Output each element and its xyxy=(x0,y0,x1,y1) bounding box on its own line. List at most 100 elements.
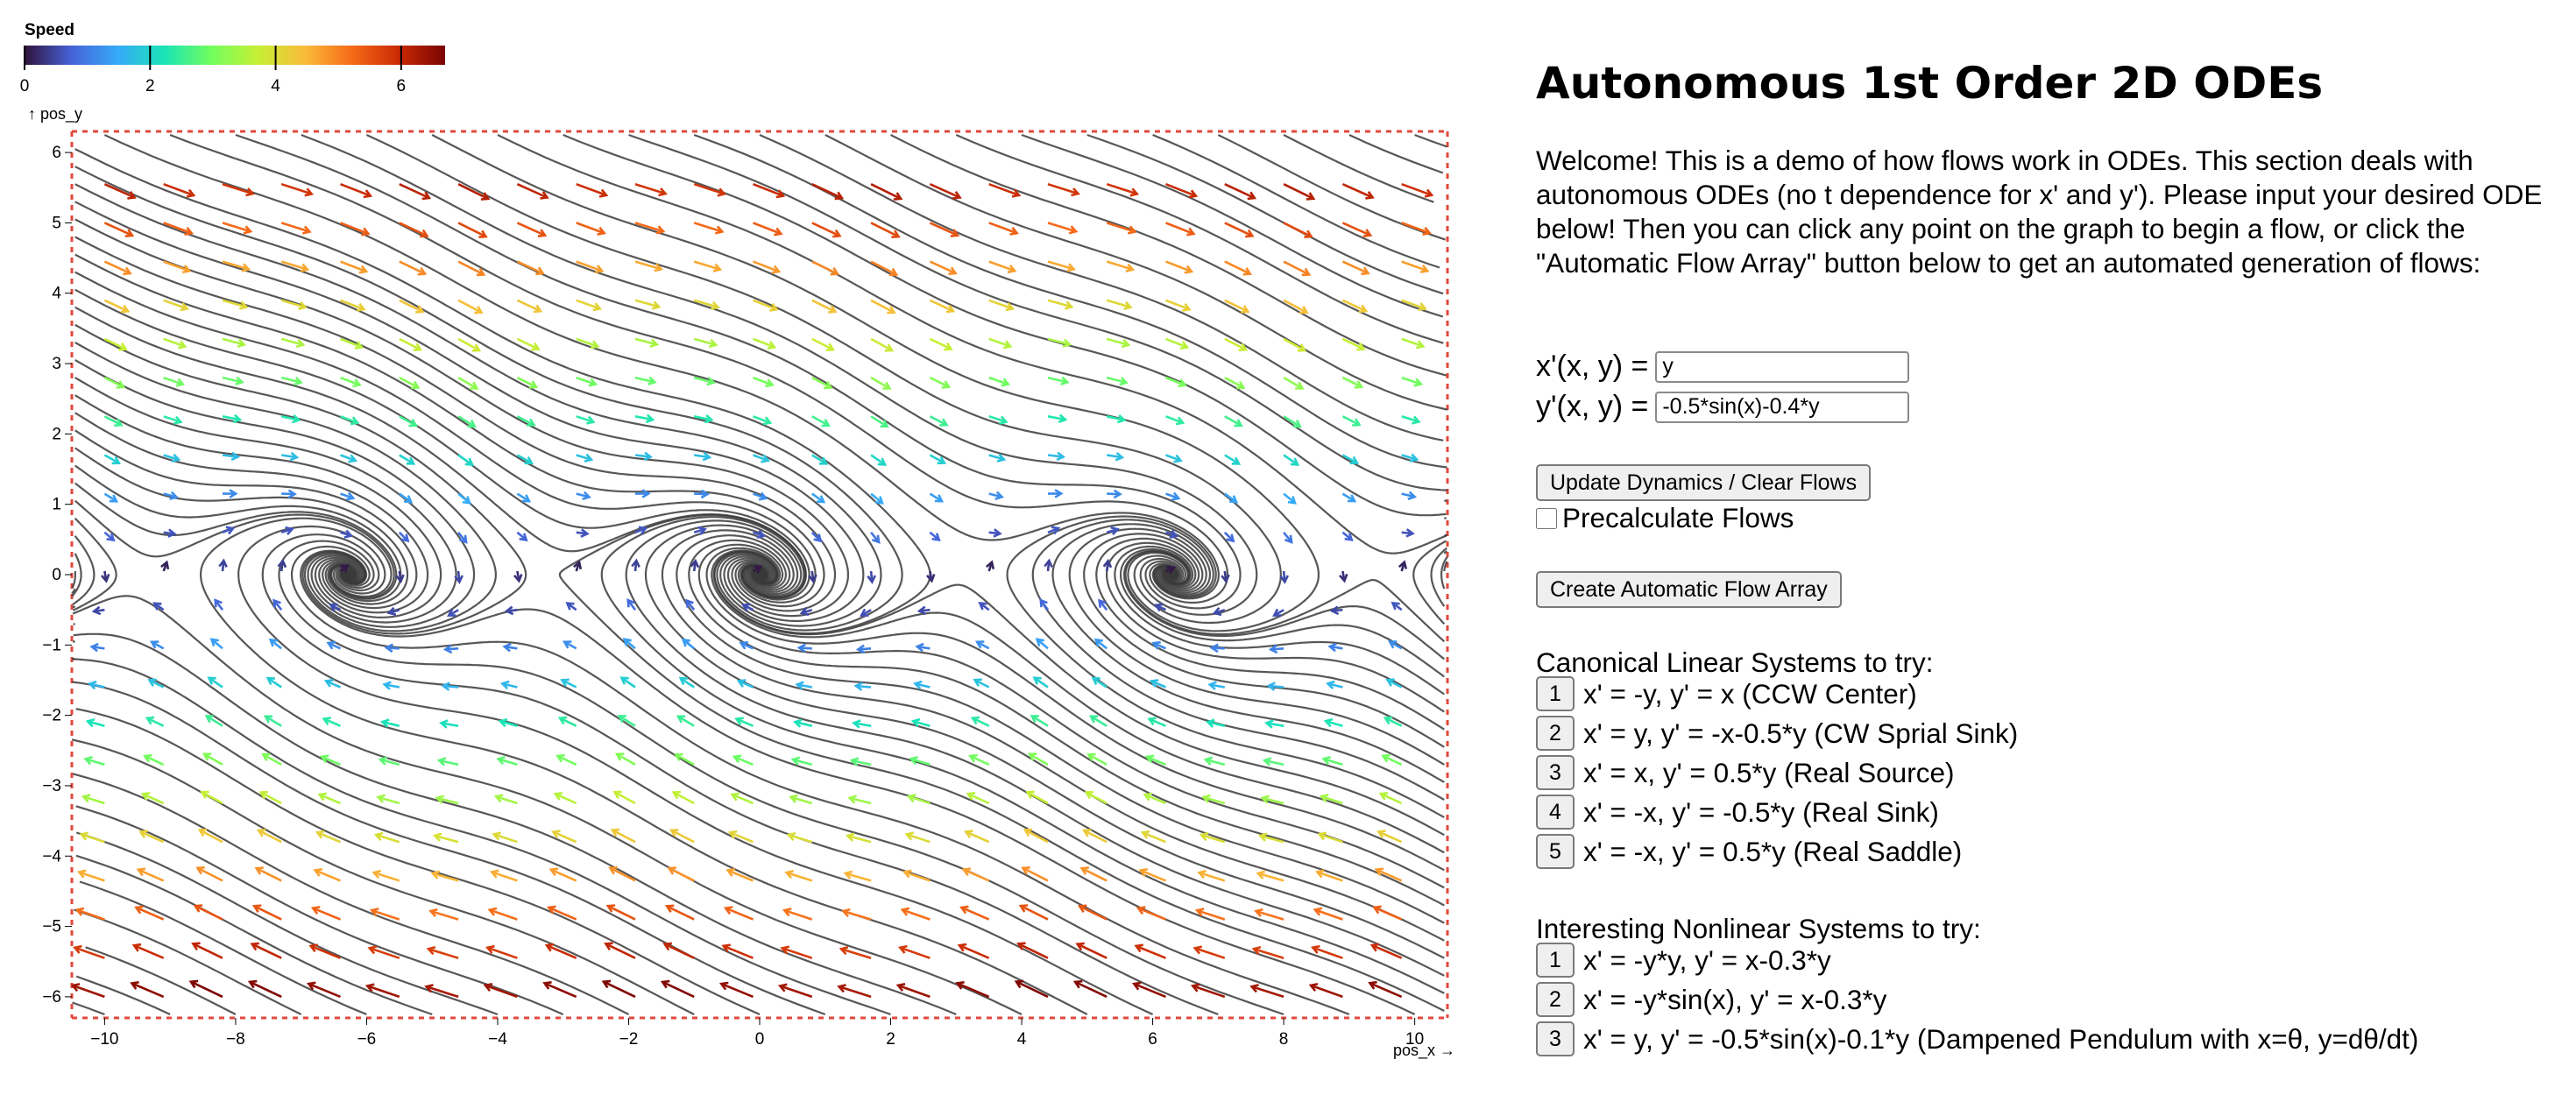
flow-line xyxy=(759,133,1444,441)
velocity-arrow xyxy=(1369,943,1403,959)
linear-system-3-button[interactable]: 3 xyxy=(1536,755,1575,790)
velocity-arrow xyxy=(631,558,640,572)
velocity-arrow xyxy=(1313,907,1343,921)
velocity-arrow xyxy=(378,756,400,766)
x-tick-label: 6 xyxy=(1148,1030,1157,1049)
velocity-arrow xyxy=(399,454,416,465)
velocity-arrow xyxy=(441,682,459,691)
linear-system-5-button[interactable]: 5 xyxy=(1536,834,1575,869)
velocity-arrow xyxy=(929,260,958,276)
flow-line xyxy=(628,133,1447,491)
velocity-arrow xyxy=(808,570,817,584)
velocity-arrow xyxy=(610,828,636,844)
velocity-arrow xyxy=(1106,182,1140,197)
velocity-arrow xyxy=(753,454,770,463)
velocity-arrow xyxy=(811,222,842,238)
linear-system-4-button[interactable]: 4 xyxy=(1536,795,1575,830)
velocity-arrow xyxy=(1401,376,1424,387)
linear-system-2-button[interactable]: 2 xyxy=(1536,716,1575,751)
velocity-arrow xyxy=(1047,299,1074,310)
velocity-arrow xyxy=(753,337,777,350)
nonlinear-system-3-button[interactable]: 3 xyxy=(1536,1021,1575,1056)
flow-line xyxy=(1440,556,1448,590)
velocity-arrow xyxy=(163,491,179,501)
y-tick-label: −2 xyxy=(42,707,61,725)
velocity-arrow xyxy=(1311,944,1343,959)
colorbar-title: Speed xyxy=(25,21,74,39)
velocity-arrow xyxy=(424,984,459,999)
y-equation-input[interactable] xyxy=(1655,391,1910,423)
velocity-arrow xyxy=(1341,260,1370,276)
velocity-arrow xyxy=(1136,906,1166,921)
velocity-arrow xyxy=(1199,831,1226,844)
nonlinear-system-1-button[interactable]: 1 xyxy=(1536,943,1575,978)
velocity-arrow xyxy=(870,183,903,201)
auto-flow-array-button[interactable]: Create Automatic Flow Array xyxy=(1536,571,1842,608)
velocity-arrow xyxy=(576,376,598,387)
velocity-arrow xyxy=(340,260,369,274)
velocity-arrow xyxy=(1106,526,1120,536)
velocity-arrow xyxy=(929,299,956,314)
velocity-arrow xyxy=(961,867,990,882)
update-dynamics-button[interactable]: Update Dynamics / Clear Flows xyxy=(1536,464,1872,501)
velocity-arrow xyxy=(1025,790,1049,805)
flow-line xyxy=(72,681,826,1016)
y-axis-label: ↑ pos_y xyxy=(28,105,82,124)
x-equation-input[interactable] xyxy=(1655,350,1910,383)
velocity-arrow xyxy=(147,678,165,689)
velocity-arrow xyxy=(1047,451,1066,462)
velocity-arrow xyxy=(447,608,459,617)
velocity-arrow xyxy=(1165,337,1190,350)
velocity-arrow xyxy=(81,794,105,805)
velocity-arrow xyxy=(200,790,223,805)
page-title: Autonomous 1st Order 2D ODEs xyxy=(1536,58,2324,109)
velocity-arrow xyxy=(454,570,464,584)
velocity-arrow xyxy=(811,183,845,201)
linear-system-description: x' = x, y' = 0.5*y (Real Source) xyxy=(1583,756,1955,788)
linear-system-description: x' = -y, y' = x (CCW Center) xyxy=(1583,677,1917,710)
velocity-arrow xyxy=(1047,222,1079,235)
velocity-arrow xyxy=(604,942,636,959)
flow-line xyxy=(72,517,117,611)
velocity-arrow xyxy=(134,905,165,921)
velocity-arrow xyxy=(690,558,700,572)
velocity-arrow xyxy=(1035,638,1049,650)
velocity-arrow xyxy=(1197,870,1226,882)
flow-line xyxy=(79,880,367,1016)
velocity-arrow xyxy=(340,415,360,426)
linear-system-1-button[interactable]: 1 xyxy=(1536,676,1575,711)
velocity-arrow xyxy=(1401,260,1430,273)
flow-line xyxy=(72,658,891,1016)
velocity-arrow xyxy=(1165,491,1181,501)
velocity-arrow xyxy=(1016,942,1049,959)
velocity-arrow xyxy=(870,222,901,238)
precalculate-checkbox[interactable] xyxy=(1536,507,1557,529)
velocity-arrow xyxy=(457,183,491,201)
velocity-arrow xyxy=(426,946,459,959)
nonlinear-system-2-button[interactable]: 2 xyxy=(1536,982,1575,1017)
velocity-arrow xyxy=(1251,945,1284,959)
flow-line xyxy=(72,605,76,609)
velocity-arrow xyxy=(1143,792,1166,805)
velocity-arrow xyxy=(79,831,105,844)
velocity-arrow xyxy=(693,337,718,349)
velocity-arrow xyxy=(395,570,405,584)
velocity-arrow xyxy=(250,942,282,959)
velocity-arrow xyxy=(1283,299,1309,314)
linear-system-row: 2 x' = y, y' = -x-0.5*y (CW Sprial Sink) xyxy=(1536,716,2018,751)
flow-line xyxy=(71,738,695,1015)
nonlinear-system-description: x' = -y*y, y' = x-0.3*y xyxy=(1583,943,1831,976)
intro-text: Welcome! This is a demo of how flows wor… xyxy=(1536,145,2543,279)
velocity-arrow xyxy=(929,454,947,465)
linear-system-row: 5 x' = -x, y' = 0.5*y (Real Saddle) xyxy=(1536,834,1962,869)
velocity-arrow xyxy=(1165,529,1179,539)
velocity-arrow xyxy=(319,754,342,766)
velocity-arrow xyxy=(1249,984,1284,999)
velocity-arrow xyxy=(70,983,105,999)
flow-line xyxy=(75,975,171,1015)
velocity-arrow xyxy=(280,526,294,535)
velocity-arrow xyxy=(258,790,282,805)
nonlinear-system-row: 2 x' = -y*sin(x), y' = x-0.3*y xyxy=(1536,982,1886,1017)
